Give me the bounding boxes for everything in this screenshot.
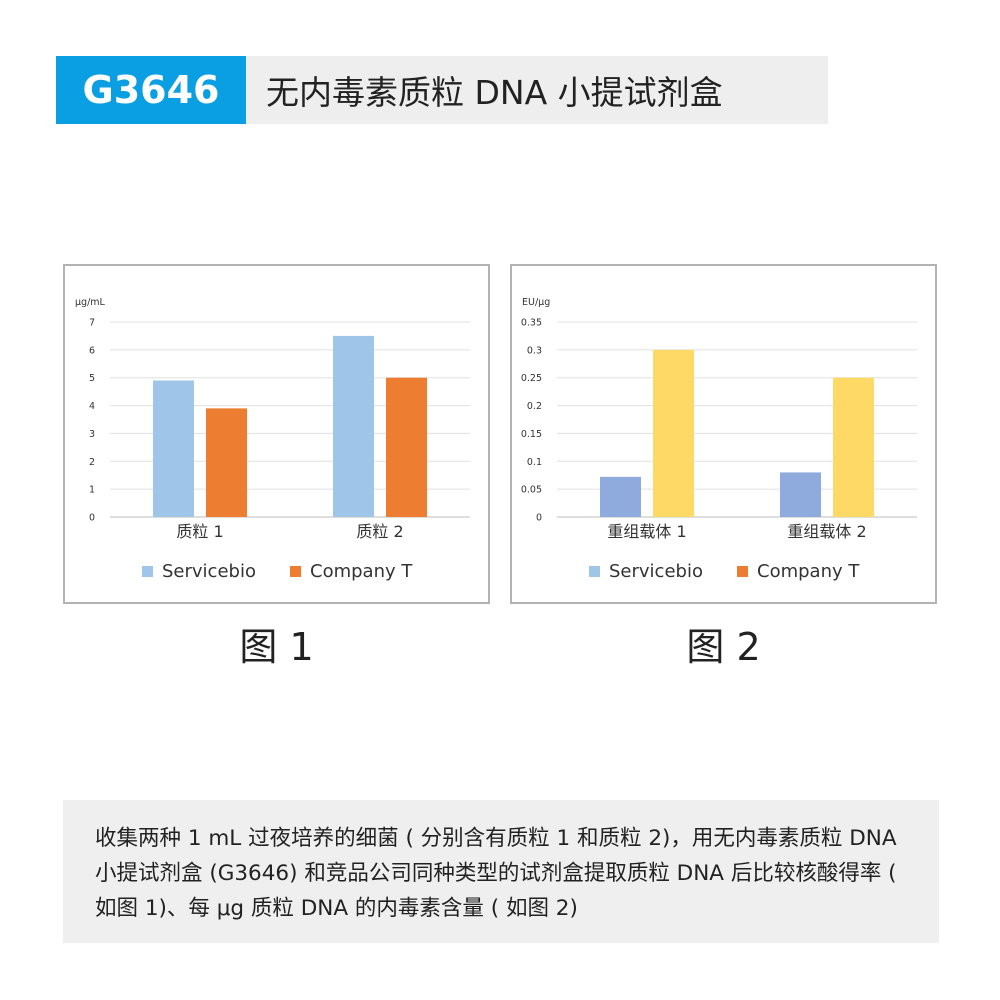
y-tick-label: 0.1 <box>527 457 542 468</box>
y-tick-label: 0 <box>536 513 542 524</box>
y-tick-label: 6 <box>89 345 95 356</box>
legend: Servicebio Company T <box>142 561 413 582</box>
y-tick-label: 0 <box>89 513 95 524</box>
y-tick-label: 0.3 <box>527 345 542 356</box>
y-tick-label: 0.05 <box>521 485 542 496</box>
x-category-label: 质粒 2 <box>356 522 403 541</box>
legend-label: Company T <box>310 561 413 582</box>
y-tick-label: 5 <box>89 373 95 384</box>
legend-label: Servicebio <box>162 561 256 582</box>
figure-1-caption: 图 1 <box>239 625 314 669</box>
y-tick-label: 0.15 <box>521 429 542 440</box>
chart-2-svg: EU/μg 0 0.05 0.1 0.15 0.2 0.25 0.3 0.35 重组载体 1 重组载… <box>521 297 917 582</box>
chart-panel-1: μg/mL 0 1 2 3 4 5 6 7 质粒 1 质粒 2 Servicebio Company T <box>63 264 490 604</box>
legend-label: Servicebio <box>609 561 703 582</box>
y-axis-label: EU/μg <box>522 297 550 308</box>
x-category-label: 质粒 1 <box>176 522 223 541</box>
bar-company-t <box>833 377 874 517</box>
bar-servicebio <box>153 380 194 517</box>
legend-label: Company T <box>757 561 860 582</box>
bar-servicebio <box>333 335 374 517</box>
y-tick-label: 3 <box>89 429 95 440</box>
legend-swatch <box>589 566 600 577</box>
chart-1-svg: μg/mL 0 1 2 3 4 5 6 7 质粒 1 质粒 2 Servicebio Company T <box>75 297 470 582</box>
y-tick-label: 4 <box>89 401 95 412</box>
y-tick-label: 1 <box>89 485 95 496</box>
x-category-label: 重组载体 1 <box>607 522 686 541</box>
x-category-label: 重组载体 2 <box>787 522 866 541</box>
description-text: 收集两种 1 mL 过夜培养的细菌 ( 分别含有质粒 1 和质粒 2)，用无内毒… <box>95 826 897 921</box>
bar-company-t <box>206 408 247 517</box>
chart-panel-2: EU/μg 0 0.05 0.1 0.15 0.2 0.25 0.3 0.35 重组载体 1 重组载… <box>510 264 937 604</box>
bar-company-t <box>386 377 427 517</box>
y-tick-label: 0.35 <box>521 318 542 329</box>
y-tick-label: 2 <box>89 457 95 468</box>
y-tick-label: 7 <box>89 318 95 329</box>
legend-swatch <box>290 566 301 577</box>
bar-company-t <box>653 349 694 517</box>
bar-servicebio <box>600 476 641 517</box>
y-tick-label: 0.25 <box>521 373 542 384</box>
description-box: 收集两种 1 mL 过夜培养的细菌 ( 分别含有质粒 1 和质粒 2)，用无内毒… <box>63 800 939 943</box>
legend-swatch <box>737 566 748 577</box>
legend-swatch <box>142 566 153 577</box>
header: G3646 无内毒素质粒 DNA 小提试剂盒 <box>56 56 828 124</box>
y-axis-label: μg/mL <box>75 297 106 308</box>
legend: Servicebio Company T <box>589 561 860 582</box>
figure-2-caption: 图 2 <box>686 625 761 669</box>
y-tick-label: 0.2 <box>527 401 542 412</box>
product-code-badge: G3646 <box>56 56 246 124</box>
bar-servicebio <box>780 472 821 517</box>
product-title: 无内毒素质粒 DNA 小提试剂盒 <box>246 56 828 124</box>
